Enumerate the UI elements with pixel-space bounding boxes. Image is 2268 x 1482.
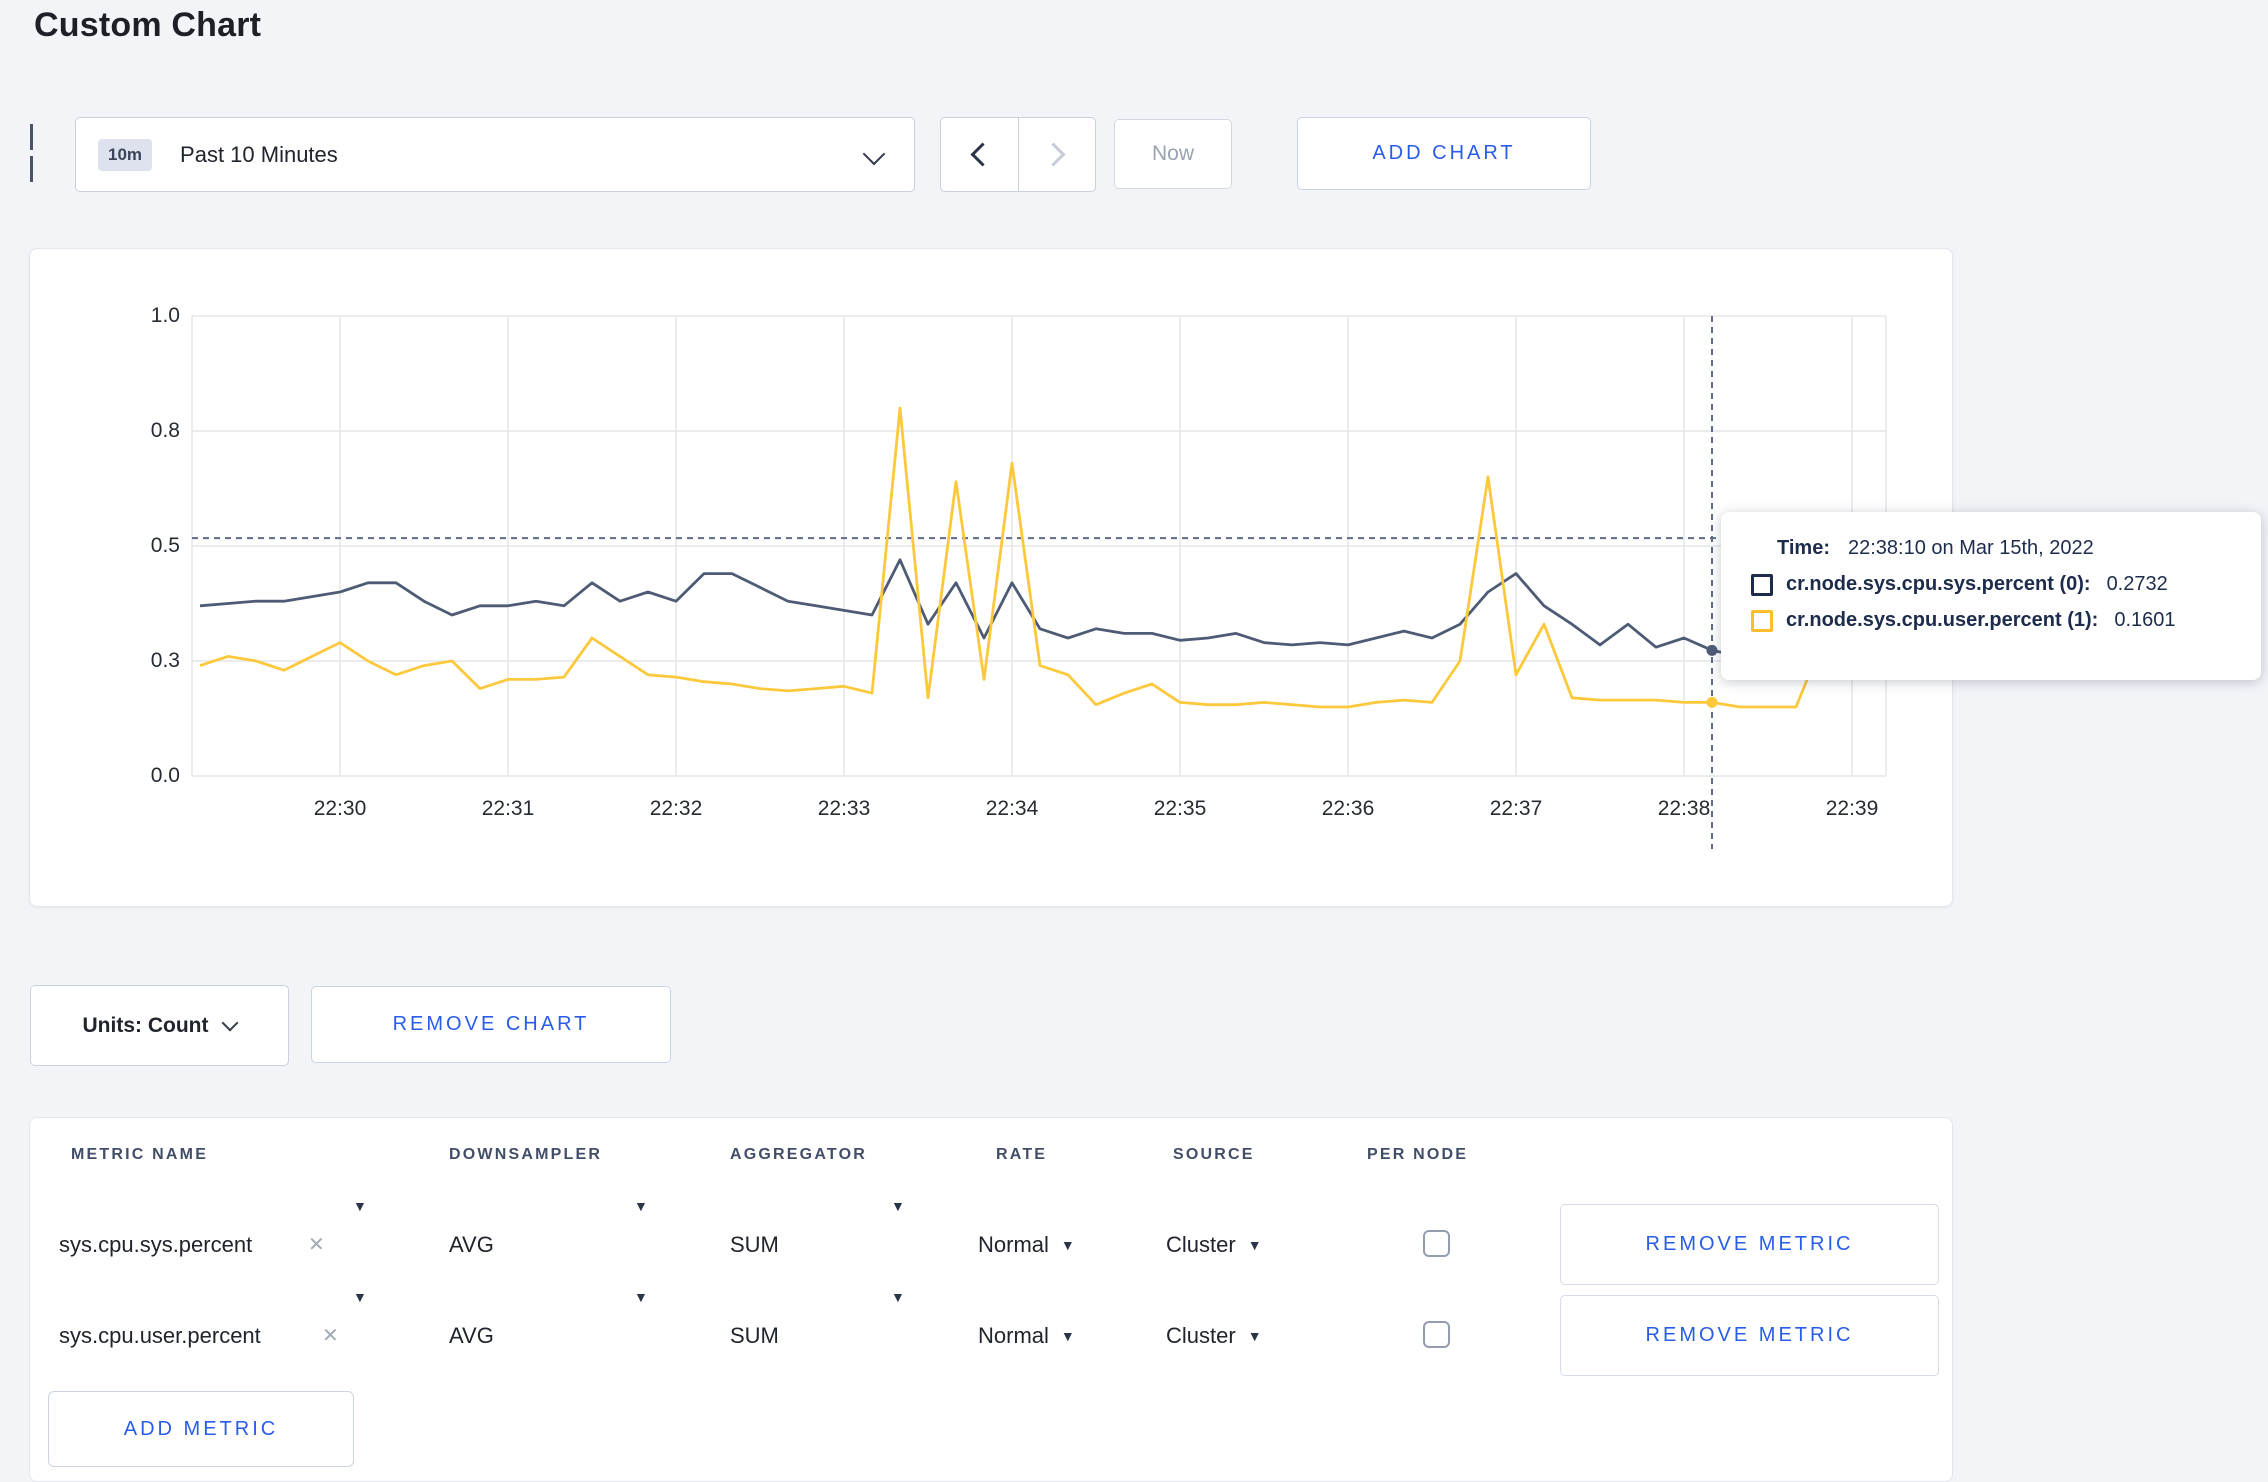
metric-name-select[interactable]: sys.cpu.sys.percent xyxy=(59,1199,252,1290)
per-node-checkbox[interactable] xyxy=(1423,1321,1450,1348)
caret-down-icon xyxy=(1248,1238,1262,1252)
table-row: sys.cpu.sys.percent AVG SUM Normal Clust… xyxy=(30,1199,1954,1290)
units-select[interactable]: Units: Count xyxy=(30,985,289,1066)
divider-tick xyxy=(30,156,33,182)
caret-down-icon[interactable] xyxy=(353,1199,367,1290)
remove-chart-label: REMOVE CHART xyxy=(392,1013,590,1035)
remove-metric-button[interactable]: REMOVE METRIC xyxy=(1560,1204,1939,1285)
clear-metric-icon[interactable] xyxy=(308,1199,325,1290)
aggregator-value: SUM xyxy=(730,1322,779,1348)
tooltip-series-label: cr.node.sys.cpu.sys.percent (0): xyxy=(1786,573,2091,595)
downsampler-value: AVG xyxy=(449,1322,494,1348)
time-range-label: Past 10 Minutes xyxy=(180,141,338,167)
col-header-metric-name: METRIC NAME xyxy=(71,1146,209,1163)
chevron-right-icon xyxy=(1041,142,1066,167)
caret-down-icon xyxy=(1248,1329,1262,1343)
source-select[interactable]: Cluster xyxy=(1166,1199,1262,1290)
downsampler-select[interactable]: AVG xyxy=(449,1199,494,1290)
col-header-downsampler: DOWNSAMPLER xyxy=(449,1146,603,1163)
time-range-select[interactable]: 10m Past 10 Minutes xyxy=(75,117,915,192)
downsampler-value: AVG xyxy=(449,1231,494,1257)
add-chart-button[interactable]: ADD CHART xyxy=(1297,117,1591,190)
caret-down-icon[interactable] xyxy=(891,1290,905,1381)
rate-value: Normal xyxy=(978,1322,1049,1348)
add-metric-button[interactable]: ADD METRIC xyxy=(48,1391,354,1467)
add-chart-label: ADD CHART xyxy=(1372,142,1516,164)
source-value: Cluster xyxy=(1166,1322,1236,1348)
remove-chart-button[interactable]: REMOVE CHART xyxy=(311,986,671,1063)
next-interval-button[interactable] xyxy=(1017,118,1096,191)
table-row: sys.cpu.user.percent AVG SUM Normal Clus… xyxy=(30,1290,1954,1381)
metrics-table: METRIC NAME DOWNSAMPLER AGGREGATOR RATE … xyxy=(29,1117,1953,1482)
metric-name-value: sys.cpu.sys.percent xyxy=(59,1231,253,1257)
metric-name-value: sys.cpu.user.percent xyxy=(59,1322,261,1348)
caret-down-icon[interactable] xyxy=(634,1199,648,1290)
col-header-rate: RATE xyxy=(996,1146,1048,1163)
now-button-label: Now xyxy=(1151,142,1194,165)
series-sys-swatch-icon xyxy=(1751,573,1773,596)
add-metric-label: ADD METRIC xyxy=(123,1417,279,1440)
time-nav-group xyxy=(940,117,1096,192)
chart-tooltip: Time: 22:38:10 on Mar 15th, 2022 cr.node… xyxy=(1721,512,2261,680)
rate-select[interactable]: Normal xyxy=(978,1290,1075,1381)
metric-name-select[interactable]: sys.cpu.user.percent xyxy=(59,1290,261,1381)
rate-select[interactable]: Normal xyxy=(978,1199,1075,1290)
source-select[interactable]: Cluster xyxy=(1166,1290,1262,1381)
caret-down-icon[interactable] xyxy=(891,1199,905,1290)
tooltip-time-value: 22:38:10 on Mar 15th, 2022 xyxy=(1847,537,2094,559)
clear-metric-icon[interactable] xyxy=(322,1290,339,1381)
tooltip-series-label: cr.node.sys.cpu.user.percent (1): xyxy=(1786,609,2099,631)
time-range-badge: 10m xyxy=(98,138,153,171)
tooltip-series-value: 0.2732 xyxy=(2106,573,2168,595)
col-header-aggregator: AGGREGATOR xyxy=(730,1146,867,1163)
chevron-left-icon xyxy=(970,142,995,167)
timeseries-chart[interactable] xyxy=(30,249,1952,906)
series-user-swatch-icon xyxy=(1751,609,1773,632)
aggregator-select[interactable]: SUM xyxy=(730,1199,779,1290)
remove-metric-label: REMOVE METRIC xyxy=(1645,1324,1854,1346)
source-value: Cluster xyxy=(1166,1231,1236,1257)
downsampler-select[interactable]: AVG xyxy=(449,1290,494,1381)
chevron-down-icon xyxy=(862,142,886,166)
caret-down-icon xyxy=(1061,1329,1075,1343)
col-header-source: SOURCE xyxy=(1173,1146,1255,1163)
chart-card[interactable]: 0.0 0.3 0.5 0.8 1.0 22:30 22:31 22:32 22:33 22:3… xyxy=(29,248,1953,907)
rate-value: Normal xyxy=(978,1231,1049,1257)
now-button[interactable]: Now xyxy=(1114,119,1232,189)
per-node-checkbox[interactable] xyxy=(1423,1230,1450,1257)
caret-down-icon[interactable] xyxy=(353,1290,367,1381)
aggregator-value: SUM xyxy=(730,1231,779,1257)
tooltip-time-label: Time: xyxy=(1777,537,1830,559)
caret-down-icon xyxy=(1061,1238,1075,1252)
col-header-per-node: PER NODE xyxy=(1367,1146,1469,1163)
page-title: Custom Chart xyxy=(34,6,262,44)
tooltip-series-value: 0.1601 xyxy=(2114,609,2176,631)
caret-down-icon[interactable] xyxy=(634,1290,648,1381)
prev-interval-button[interactable] xyxy=(941,118,1018,191)
divider-tick xyxy=(30,124,33,150)
remove-metric-button[interactable]: REMOVE METRIC xyxy=(1560,1295,1939,1376)
aggregator-select[interactable]: SUM xyxy=(730,1290,779,1381)
chevron-down-icon xyxy=(221,1014,239,1031)
remove-metric-label: REMOVE METRIC xyxy=(1645,1233,1854,1255)
units-label: Units: Count xyxy=(82,1013,209,1037)
